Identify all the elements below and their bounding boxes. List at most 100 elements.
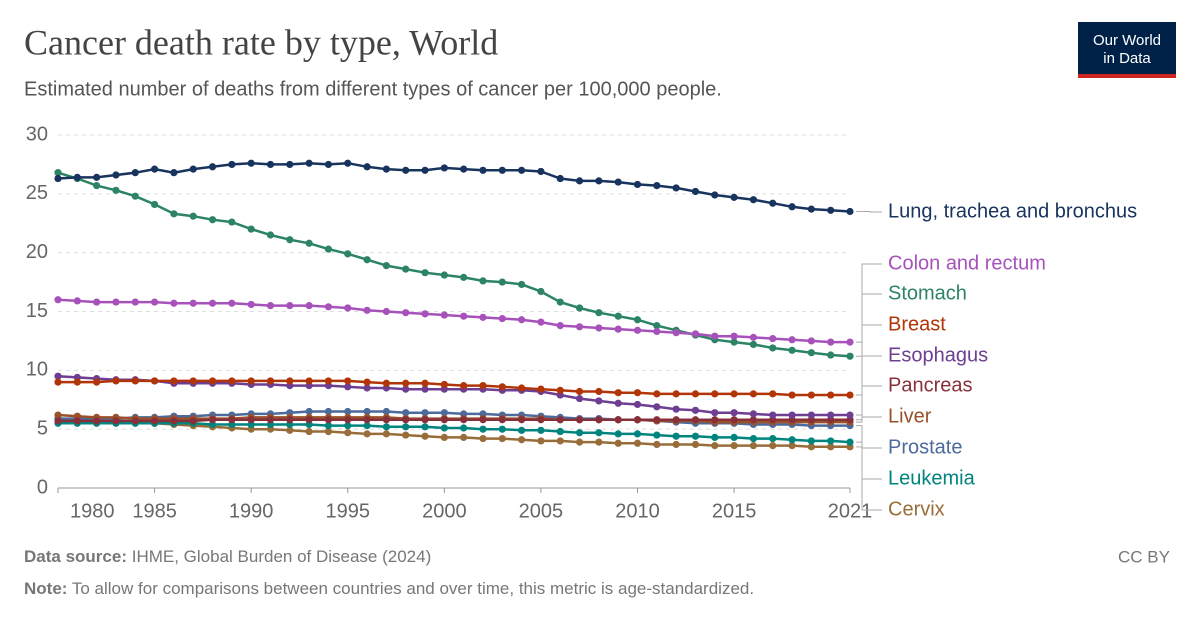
data-point [730, 338, 738, 346]
data-point [382, 165, 390, 173]
data-point [228, 160, 236, 169]
data-point [170, 417, 178, 425]
data-point [595, 438, 603, 446]
data-point [208, 299, 217, 307]
data-point [498, 278, 506, 286]
data-point [711, 409, 719, 417]
data-point [286, 302, 294, 310]
data-point [788, 436, 796, 444]
y-tick-label: 10 [26, 359, 48, 381]
data-point [54, 417, 62, 425]
data-point [421, 269, 429, 277]
data-point [498, 166, 506, 174]
data-point [54, 174, 62, 183]
data-point [691, 416, 700, 424]
data-point [711, 390, 719, 398]
data-point [846, 338, 854, 346]
data-point [189, 299, 197, 307]
logo-text: in Data [1103, 50, 1151, 67]
data-point [691, 432, 700, 440]
data-point [614, 325, 622, 333]
data-point [150, 417, 159, 425]
data-point [595, 324, 603, 332]
data-point [189, 165, 197, 173]
data-point [730, 442, 738, 450]
source: Data source: IHME, Global Burden of Dise… [24, 547, 431, 566]
data-point [208, 377, 217, 385]
data-point [846, 352, 854, 360]
data-point [344, 383, 352, 391]
data-point [344, 250, 352, 258]
data-point [479, 382, 487, 390]
series-label: Lung, trachea and bronchus [888, 200, 1137, 222]
data-point [189, 417, 197, 425]
data-point [440, 424, 448, 432]
data-point [633, 400, 642, 409]
data-point [73, 297, 81, 305]
data-point [633, 180, 642, 189]
x-tick-label: 2015 [712, 500, 757, 522]
data-point [305, 407, 313, 416]
data-point [93, 378, 101, 386]
data-point [170, 210, 178, 218]
data-point [266, 231, 275, 239]
data-point [460, 424, 468, 432]
data-point [730, 416, 738, 424]
data-point [691, 330, 700, 338]
data-point [575, 438, 584, 446]
data-point [730, 409, 738, 417]
data-point [402, 423, 410, 431]
data-point [363, 378, 371, 386]
label-connector [856, 425, 882, 449]
data-point [247, 225, 255, 233]
data-point [633, 416, 642, 424]
data-point [575, 304, 584, 312]
data-point [440, 271, 448, 279]
data-point [440, 164, 448, 172]
data-point [595, 309, 603, 317]
data-point [556, 427, 564, 436]
data-point [266, 377, 275, 385]
data-point [788, 442, 796, 450]
data-point [807, 349, 815, 357]
data-point [788, 203, 796, 211]
x-tick-label: 2000 [422, 500, 467, 522]
data-point [595, 429, 603, 437]
data-point [440, 409, 448, 417]
data-point [54, 169, 62, 177]
data-point [518, 416, 526, 424]
data-point [324, 245, 333, 253]
data-point [537, 167, 545, 176]
data-point [402, 431, 410, 439]
data-point [305, 239, 313, 247]
data-point [633, 326, 642, 334]
data-point [305, 302, 313, 310]
data-point [170, 169, 178, 177]
data-point [575, 177, 584, 185]
data-point [460, 382, 468, 390]
data-point [228, 299, 236, 307]
data-point [324, 160, 333, 169]
chart-title: Cancer death rate by type, World [24, 22, 498, 62]
x-tick-label: 2005 [519, 500, 564, 522]
data-point [324, 377, 333, 385]
data-point [518, 426, 526, 434]
data-point [228, 377, 236, 385]
y-tick-label: 0 [37, 476, 48, 498]
data-point [324, 427, 333, 436]
series-label: Leukemia [888, 467, 976, 489]
data-point [653, 327, 661, 336]
data-point [440, 416, 448, 424]
data-point [518, 436, 526, 444]
data-point [537, 287, 545, 296]
data-point [344, 429, 352, 437]
data-point [363, 163, 371, 171]
data-point [344, 422, 352, 430]
data-point [93, 181, 101, 190]
data-point [402, 385, 410, 393]
note: Note: To allow for comparisons between c… [24, 579, 754, 598]
data-point [421, 166, 429, 174]
data-point [518, 166, 526, 174]
data-point [363, 407, 371, 416]
data-point [324, 407, 333, 416]
